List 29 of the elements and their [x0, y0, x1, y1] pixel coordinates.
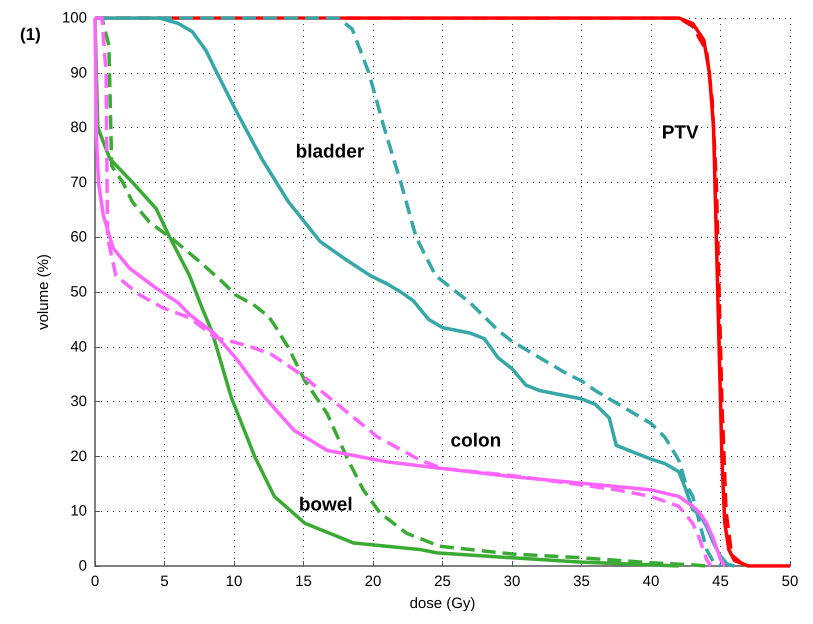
text: (1) [20, 25, 41, 44]
x-tick-label: 30 [504, 573, 520, 590]
y-axis-title: volume (%) [35, 254, 52, 330]
y-tick-label: 50 [70, 284, 87, 300]
y-tick-label: 100 [62, 10, 87, 26]
x-tick-label: 40 [642, 573, 660, 590]
x-tick-label: 0 [90, 573, 100, 590]
y-tick-label: 40 [70, 338, 87, 356]
x-tick-label: 25 [434, 573, 451, 590]
x-tick-label: 35 [573, 573, 590, 590]
y-tick-label: 60 [70, 228, 87, 246]
x-tick-label: 20 [364, 573, 382, 590]
y-tick-label: 10 [70, 502, 87, 520]
y-tick-label: 0 [78, 558, 87, 574]
y-tick-label: 80 [70, 119, 87, 136]
annotation: bladder [296, 142, 365, 163]
annotation: bowel [298, 494, 353, 516]
x-tick-label: 50 [782, 573, 798, 590]
y-tick-label: 20 [70, 448, 87, 465]
x-tick-label: 45 [712, 573, 729, 590]
annotation: PTV [662, 122, 699, 144]
x-tick-label: 5 [160, 573, 169, 590]
y-tick-label: 30 [70, 393, 87, 410]
y-tick-label: 70 [70, 174, 87, 191]
x-tick-label: 10 [226, 573, 242, 590]
x-tick-label: 15 [295, 573, 312, 590]
y-tick-label: 90 [70, 64, 87, 82]
x-axis-title: dose (Gy) [410, 595, 476, 612]
annotation: colon [450, 430, 502, 452]
